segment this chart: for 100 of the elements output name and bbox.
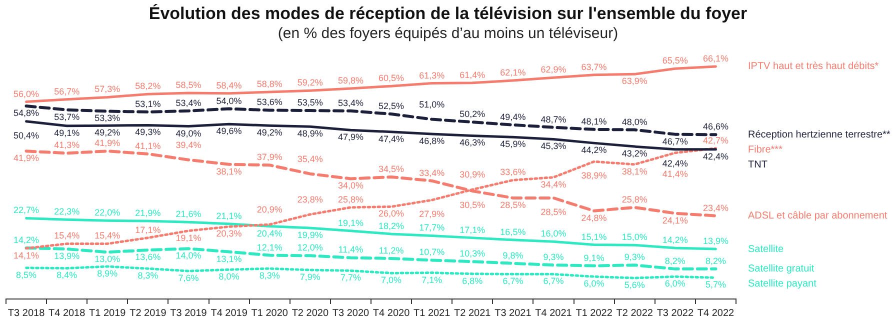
data-label: 49,3% bbox=[135, 127, 161, 138]
data-label: 21,1% bbox=[216, 210, 242, 221]
data-label: 33,4% bbox=[419, 168, 445, 178]
data-label: 10,7% bbox=[419, 247, 445, 258]
data-label: 48,1% bbox=[581, 116, 607, 126]
x-tick-label: T4 2018 bbox=[48, 308, 86, 319]
data-label: 46,6% bbox=[702, 122, 728, 132]
x-tick-label: T2 2022 bbox=[616, 308, 654, 319]
data-label: 58,8% bbox=[256, 78, 282, 89]
data-label: 43,2% bbox=[622, 148, 648, 159]
data-label: 30,9% bbox=[460, 170, 486, 180]
data-label: 13,9% bbox=[702, 236, 728, 246]
data-label: 51,0% bbox=[419, 99, 445, 110]
data-label: 14,2% bbox=[14, 234, 40, 245]
data-label: 11,2% bbox=[378, 245, 404, 256]
data-label: 53,5% bbox=[297, 98, 323, 108]
data-label: 41,1% bbox=[135, 140, 161, 151]
data-label: 15,1% bbox=[581, 232, 607, 242]
chart-subtitle: (en % des foyers équipés d’au moins un téléviseur) bbox=[276, 25, 620, 42]
data-label: 58,4% bbox=[216, 80, 242, 90]
data-label: 54,0% bbox=[216, 96, 242, 106]
data-label: 6,7% bbox=[543, 276, 564, 286]
data-label: 25,8% bbox=[338, 194, 364, 204]
data-label: 14,1% bbox=[14, 250, 40, 260]
data-label: 66,1% bbox=[702, 53, 728, 64]
x-tick-label: T1 2020 bbox=[251, 308, 288, 319]
data-label: 59,8% bbox=[338, 76, 364, 86]
chart-title: Évolution des modes de réception de la télévision sur l'ensemble du foyer bbox=[148, 4, 748, 24]
data-label: 34,5% bbox=[378, 164, 404, 174]
data-label: 8,5% bbox=[16, 270, 37, 280]
data-label: 47,9% bbox=[338, 132, 364, 142]
data-label: 7,1% bbox=[422, 274, 442, 285]
data-label: 8,0% bbox=[218, 272, 240, 282]
data-label: 7,6% bbox=[178, 273, 199, 284]
data-label: 24,8% bbox=[581, 212, 607, 223]
data-label: 5,6% bbox=[624, 280, 645, 290]
data-label: 41,9% bbox=[94, 138, 120, 148]
data-label: 19,1% bbox=[338, 218, 364, 228]
data-label: 45,9% bbox=[500, 139, 526, 150]
x-tick-label: T3 2018 bbox=[8, 308, 46, 319]
data-label: 58,5% bbox=[176, 80, 202, 90]
data-label: 13,6% bbox=[135, 252, 161, 262]
data-label: 20,3% bbox=[216, 228, 242, 239]
data-label: 53,7% bbox=[54, 112, 80, 122]
data-label: 53,1% bbox=[135, 98, 161, 109]
data-label: 60,5% bbox=[378, 73, 404, 84]
data-label: 7,0% bbox=[381, 275, 402, 286]
data-label: 23,4% bbox=[702, 202, 728, 213]
x-tick-label: T1 2022 bbox=[576, 308, 613, 319]
data-label: 22,0% bbox=[94, 208, 120, 218]
data-label: 49,4% bbox=[500, 112, 526, 122]
data-label: 46,3% bbox=[460, 138, 486, 148]
data-label: 53,3% bbox=[94, 113, 120, 124]
data-label: 42,4% bbox=[662, 158, 688, 168]
data-label: 41,9% bbox=[14, 153, 40, 164]
data-label: 42,7% bbox=[702, 135, 728, 146]
data-label: 59,2% bbox=[297, 78, 323, 88]
data-label: 61,4% bbox=[460, 70, 486, 80]
data-label: 63,9% bbox=[622, 76, 648, 86]
x-tick-label: T3 2021 bbox=[494, 308, 532, 319]
data-label: 48,9% bbox=[297, 128, 323, 139]
data-label: 57,3% bbox=[94, 84, 120, 94]
data-label: 10,3% bbox=[460, 248, 486, 259]
text: Réception hertzienne terrestre** bbox=[748, 129, 890, 140]
data-label: 22,7% bbox=[14, 205, 40, 216]
data-label: 7,7% bbox=[340, 272, 361, 283]
data-label: 8,3% bbox=[138, 270, 158, 281]
data-label: 41,4% bbox=[662, 168, 688, 179]
data-label: 8,9% bbox=[97, 268, 118, 278]
data-label: 62,1% bbox=[500, 67, 526, 78]
x-tick-label: T2 2021 bbox=[454, 308, 492, 319]
data-label: 35,4% bbox=[297, 154, 323, 164]
data-label: 8,3% bbox=[259, 270, 280, 281]
data-label: 12,1% bbox=[256, 242, 282, 252]
data-label: 49,2% bbox=[94, 128, 120, 138]
data-label: 37,9% bbox=[256, 152, 282, 162]
data-label: 50,2% bbox=[460, 109, 486, 120]
data-label: 45,3% bbox=[540, 141, 566, 152]
data-label: 6,0% bbox=[584, 278, 604, 289]
x-tick-label: T4 2019 bbox=[210, 308, 248, 319]
x-tick-label: T3 2019 bbox=[170, 308, 208, 319]
data-label: 26,0% bbox=[378, 208, 404, 219]
text: Fibre*** bbox=[748, 144, 783, 156]
data-label: 24,1% bbox=[662, 215, 688, 226]
data-label: 6,0% bbox=[664, 278, 686, 289]
data-label: 54,8% bbox=[14, 108, 40, 118]
data-label: 38,9% bbox=[581, 170, 607, 181]
data-label: 9,3% bbox=[543, 252, 564, 262]
data-label: 17,7% bbox=[419, 222, 445, 233]
data-label: 34,0% bbox=[338, 180, 364, 191]
data-label: 58,2% bbox=[135, 81, 161, 92]
data-label: 50,4% bbox=[14, 130, 40, 140]
data-label: 38,1% bbox=[216, 166, 242, 176]
data-label: 13,9% bbox=[54, 250, 80, 261]
data-label: 16,0% bbox=[540, 228, 566, 239]
data-label: 9,1% bbox=[584, 252, 604, 263]
data-label: 46,7% bbox=[662, 136, 688, 146]
data-label: 20,9% bbox=[256, 204, 282, 215]
data-label: 18,2% bbox=[378, 220, 404, 231]
data-label: 53,4% bbox=[176, 98, 202, 108]
